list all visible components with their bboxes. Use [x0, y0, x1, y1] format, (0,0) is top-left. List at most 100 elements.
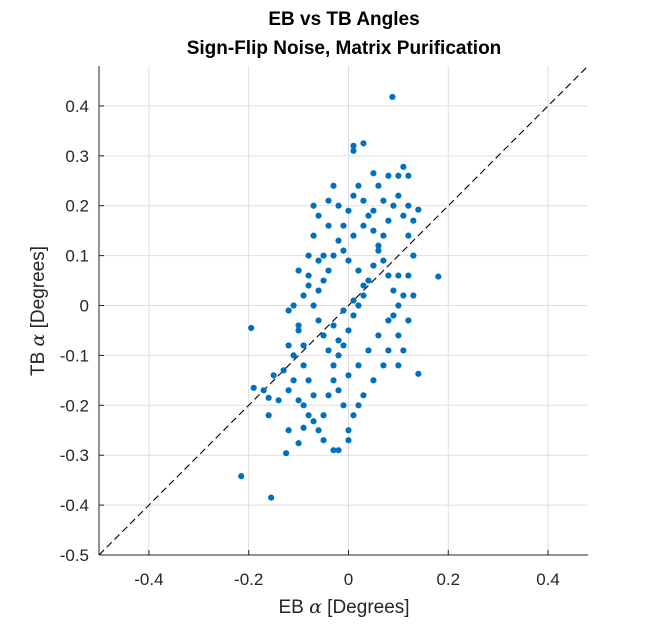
data-point-129: [410, 292, 417, 299]
x-tick-label-4: 0.4: [536, 570, 560, 589]
x-tick-label-3: 0.2: [436, 570, 460, 589]
data-point-8: [350, 142, 357, 149]
data-point-92: [350, 192, 357, 199]
data-point-60: [380, 232, 387, 239]
data-point-53: [345, 327, 352, 334]
data-point-42: [315, 257, 322, 264]
data-point-56: [360, 292, 367, 299]
data-point-44: [300, 362, 307, 369]
data-point-39: [310, 232, 317, 239]
y-tick-label-6: 0.1: [65, 247, 89, 266]
data-point-18: [335, 447, 342, 454]
data-point-35: [285, 307, 292, 314]
data-point-37: [305, 272, 312, 279]
data-point-14: [283, 450, 290, 457]
data-point-127: [410, 217, 417, 224]
y-tick-label-4: -0.1: [60, 346, 89, 365]
data-point-24: [265, 412, 272, 419]
data-point-102: [385, 317, 392, 324]
data-point-47: [300, 402, 307, 409]
data-point-15: [295, 440, 302, 447]
data-point-65: [405, 232, 412, 239]
data-point-57: [365, 277, 372, 284]
data-point-67: [395, 272, 402, 279]
data-point-69: [390, 312, 397, 319]
data-point-25: [300, 424, 307, 431]
data-point-43: [295, 267, 302, 274]
data-point-62: [390, 202, 397, 209]
data-point-117: [370, 207, 377, 214]
data-point-23: [265, 394, 272, 401]
data-point-109: [340, 307, 347, 314]
data-point-113: [345, 257, 352, 264]
data-point-38: [305, 252, 312, 259]
data-point-107: [335, 337, 342, 344]
data-point-126: [405, 202, 412, 209]
y-tick-label-7: 0.2: [65, 197, 89, 216]
data-point-63: [395, 192, 402, 199]
data-point-5: [415, 370, 422, 377]
grid-lines: [99, 66, 588, 556]
data-point-17: [330, 447, 337, 454]
data-point-139: [305, 282, 312, 289]
data-point-106: [345, 372, 352, 379]
data-point-73: [370, 377, 377, 384]
data-point-97: [375, 242, 382, 249]
data-point-112: [355, 267, 362, 274]
data-point-11: [370, 170, 377, 177]
data-point-10: [400, 163, 407, 170]
data-point-32: [285, 342, 292, 349]
data-point-6: [415, 206, 422, 213]
data-point-27: [345, 437, 352, 444]
data-point-122: [335, 202, 342, 209]
data-point-13: [405, 172, 412, 179]
x-tick-label-0: -0.4: [134, 570, 163, 589]
data-point-123: [325, 197, 332, 204]
data-point-76: [350, 412, 357, 419]
data-point-86: [320, 277, 327, 284]
data-point-72: [380, 362, 387, 369]
data-point-121: [330, 182, 337, 189]
data-point-2: [268, 494, 275, 501]
data-point-48: [320, 412, 327, 419]
data-point-137: [300, 342, 307, 349]
data-point-108: [330, 322, 337, 329]
y-tick-label-2: -0.3: [60, 446, 89, 465]
y-tick-label-0: -0.5: [60, 546, 89, 565]
data-point-55: [355, 302, 362, 309]
data-point-134: [285, 387, 292, 394]
data-point-100: [390, 287, 397, 294]
data-point-96: [370, 227, 377, 234]
data-point-95: [365, 212, 372, 219]
data-point-26: [310, 418, 317, 425]
data-point-138: [295, 322, 302, 329]
data-point-83: [315, 317, 322, 324]
data-point-0: [389, 93, 396, 101]
data-point-91: [345, 207, 352, 214]
data-point-3: [248, 324, 255, 332]
data-point-22: [250, 384, 257, 391]
data-point-98: [380, 257, 387, 264]
data-point-125: [310, 202, 317, 209]
data-point-128: [405, 272, 412, 279]
data-point-40: [320, 252, 327, 259]
data-point-82: [320, 332, 327, 339]
x-tick-label-1: -0.2: [234, 570, 263, 589]
data-point-132: [395, 362, 402, 369]
data-point-30: [280, 367, 287, 374]
x-tick-label-2: 0: [344, 570, 353, 589]
data-point-58: [370, 262, 377, 269]
data-point-19: [320, 437, 327, 444]
data-point-68: [400, 292, 407, 299]
data-point-81: [325, 347, 332, 354]
x-tick-labels: -0.4 -0.2 0 0.2 0.4: [134, 570, 560, 589]
data-points: [238, 93, 442, 501]
data-point-41: [325, 222, 332, 229]
data-point-116: [360, 222, 367, 229]
data-point-124: [315, 212, 322, 219]
data-point-87: [325, 267, 332, 274]
data-point-71: [385, 347, 392, 354]
data-point-16: [285, 427, 292, 434]
data-point-59: [375, 247, 382, 254]
data-point-7: [360, 140, 367, 147]
